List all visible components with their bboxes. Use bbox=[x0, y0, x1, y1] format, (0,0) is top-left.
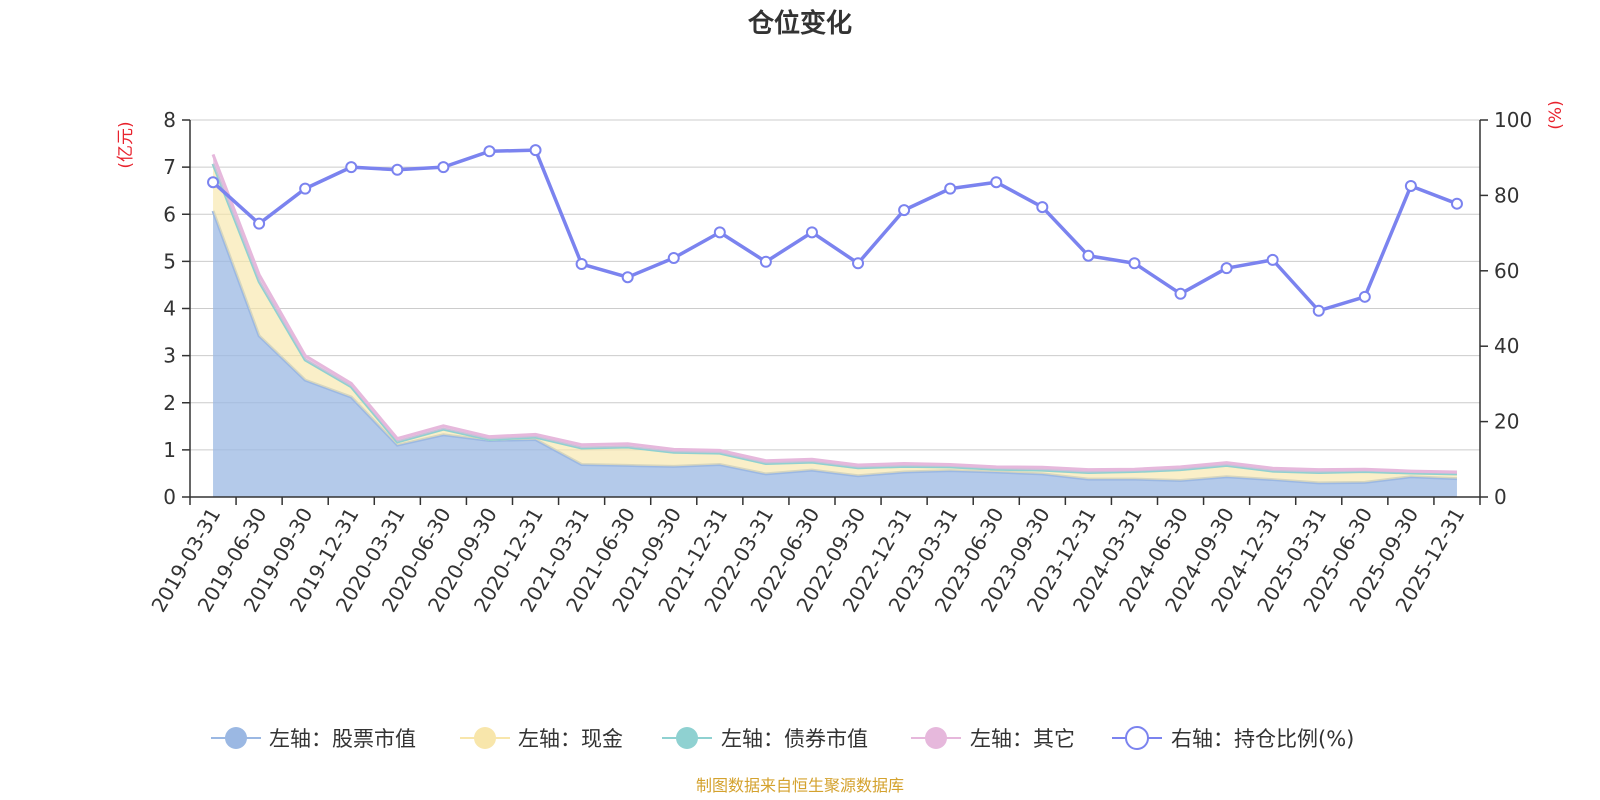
right-tick-label: 100 bbox=[1494, 108, 1532, 132]
ratio-point bbox=[207, 176, 220, 189]
ratio-point bbox=[1312, 304, 1325, 317]
ratio-point bbox=[990, 176, 1003, 189]
ratio-point bbox=[1128, 257, 1141, 270]
left-tick-label: 1 bbox=[163, 438, 176, 462]
legend-bond-label: 左轴：债券市值 bbox=[721, 727, 868, 751]
chart-title: 仓位变化 bbox=[747, 8, 852, 39]
ratio-point bbox=[667, 251, 680, 264]
area-series-2 bbox=[213, 163, 1457, 474]
right-axis-unit: (%) bbox=[1546, 100, 1566, 129]
ratio-point bbox=[299, 182, 312, 195]
ratio-point bbox=[253, 217, 266, 230]
right-tick-label: 40 bbox=[1494, 334, 1519, 358]
grid-lines bbox=[190, 119, 1480, 451]
legend-cash-label: 左轴：现金 bbox=[518, 727, 623, 751]
ratio-point bbox=[529, 144, 542, 157]
data-source-note: 制图数据来自恒生聚源数据库 bbox=[696, 776, 904, 795]
left-tick-label: 0 bbox=[163, 485, 176, 509]
ratio-point bbox=[437, 161, 450, 174]
legend-other-marker bbox=[925, 727, 947, 749]
right-tick-label: 60 bbox=[1494, 259, 1519, 283]
legend-stock-marker bbox=[225, 727, 247, 749]
ratio-line-series bbox=[207, 144, 1463, 317]
ratio-point bbox=[1082, 249, 1095, 262]
legend-item-stock[interactable]: 左轴：股票市值 bbox=[211, 727, 416, 751]
legend-item-cash[interactable]: 左轴：现金 bbox=[460, 727, 623, 751]
area-series-0 bbox=[213, 210, 1457, 498]
ratio-point bbox=[1266, 253, 1279, 266]
legend-other-label: 左轴：其它 bbox=[970, 727, 1075, 751]
area-outline-1 bbox=[211, 163, 1457, 476]
ratio-point bbox=[805, 226, 818, 239]
left-tick-label: 8 bbox=[163, 108, 176, 132]
ratio-point bbox=[575, 258, 588, 271]
axes bbox=[182, 119, 1488, 505]
tick-labels: 0123456780204060801002019-03-312019-06-3… bbox=[146, 108, 1532, 616]
left-tick-label: 7 bbox=[163, 155, 176, 179]
legend: 左轴：股票市值 左轴：现金 左轴：债券市值 左轴：其它 右轴：持仓比例(%) bbox=[211, 726, 1354, 751]
area-series-3 bbox=[213, 154, 1457, 474]
ratio-point bbox=[852, 257, 865, 270]
ratio-point bbox=[1450, 197, 1463, 210]
ratio-point bbox=[898, 204, 911, 217]
ratio-point bbox=[1174, 287, 1187, 300]
right-tick-label: 20 bbox=[1494, 410, 1519, 434]
left-tick-label: 5 bbox=[163, 249, 176, 273]
legend-cash-marker bbox=[474, 727, 496, 749]
ratio-point bbox=[759, 255, 772, 268]
right-tick-label: 0 bbox=[1494, 485, 1507, 509]
ratio-point bbox=[944, 182, 957, 195]
legend-ratio-label: 右轴：持仓比例(%) bbox=[1171, 727, 1354, 751]
left-tick-label: 6 bbox=[163, 202, 176, 226]
left-tick-label: 3 bbox=[163, 344, 176, 368]
ratio-point bbox=[483, 145, 496, 158]
ratio-point bbox=[1404, 179, 1417, 192]
right-tick-label: 80 bbox=[1494, 183, 1519, 207]
legend-item-other[interactable]: 左轴：其它 bbox=[911, 727, 1075, 751]
left-tick-label: 4 bbox=[163, 297, 176, 321]
area-series-1 bbox=[213, 163, 1457, 483]
ratio-point bbox=[713, 226, 726, 239]
area-outline-2 bbox=[211, 163, 1457, 476]
stacked-areas bbox=[211, 153, 1458, 498]
legend-ratio-marker bbox=[1125, 726, 1149, 750]
ratio-point bbox=[391, 163, 404, 176]
legend-item-ratio[interactable]: 右轴：持仓比例(%) bbox=[1112, 726, 1354, 751]
legend-stock-label: 左轴：股票市值 bbox=[269, 727, 416, 751]
area-outline-3 bbox=[211, 153, 1457, 474]
legend-bond-marker bbox=[676, 727, 698, 749]
ratio-line bbox=[211, 148, 1458, 313]
ratio-point bbox=[1358, 290, 1371, 303]
ratio-point bbox=[1220, 262, 1233, 275]
left-tick-label: 2 bbox=[163, 391, 176, 415]
legend-item-bond[interactable]: 左轴：债券市值 bbox=[662, 727, 868, 751]
ratio-point bbox=[1036, 201, 1049, 214]
ratio-point bbox=[621, 271, 634, 284]
ratio-point bbox=[345, 161, 358, 174]
left-axis-unit: (亿元) bbox=[116, 121, 136, 168]
